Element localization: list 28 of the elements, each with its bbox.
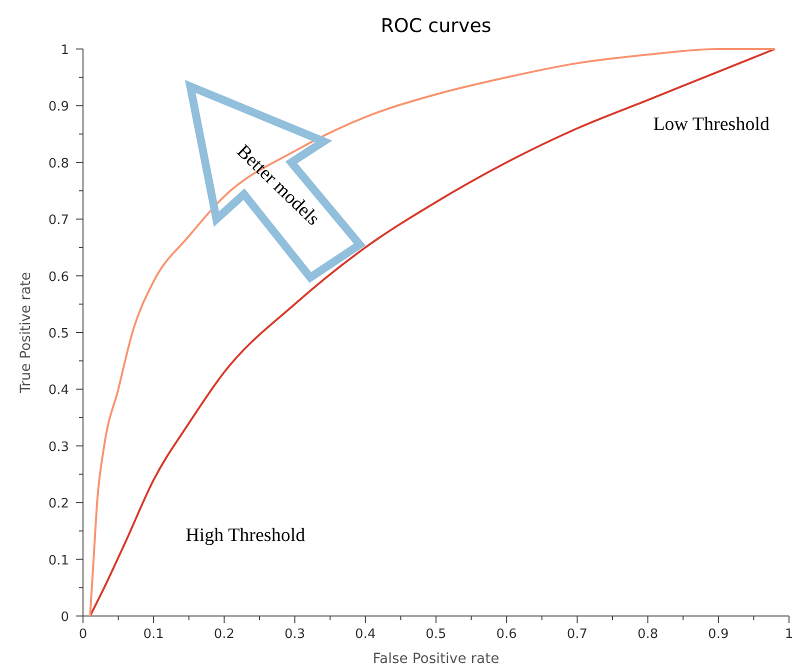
x-tick-label: 0.8 bbox=[637, 627, 658, 642]
y-tick-label: 0.7 bbox=[48, 213, 69, 228]
x-tick-label: 0 bbox=[78, 627, 88, 642]
x-tick-label: 0.2 bbox=[214, 627, 235, 642]
y-tick-label: 0.8 bbox=[48, 156, 69, 172]
y-tick-label: 0.2 bbox=[48, 496, 69, 512]
line-series bbox=[89, 48, 776, 617]
x-tick-label: 0.4 bbox=[355, 627, 376, 642]
annotation: High Threshold bbox=[186, 524, 306, 546]
x-axis-title: False Positive rate bbox=[372, 651, 500, 667]
chart-title: ROC curves bbox=[380, 15, 492, 37]
y-tick-label: 0.4 bbox=[48, 383, 69, 398]
y-tick-label: 0.1 bbox=[48, 553, 69, 568]
x-tick-label: 0.3 bbox=[284, 627, 306, 642]
y-tick-label: 0 bbox=[60, 610, 69, 625]
y-tick-label: 1 bbox=[60, 43, 69, 58]
y-tick-label: 0.6 bbox=[48, 270, 69, 285]
x-tick-label: 0.5 bbox=[426, 627, 446, 642]
annotation: Low Threshold bbox=[653, 114, 770, 135]
y-tick-label: 0.9 bbox=[48, 100, 69, 115]
y-tick-label: 0.5 bbox=[48, 326, 69, 342]
x-tick-label: 0.1 bbox=[143, 627, 164, 642]
x-tick-label: 0.9 bbox=[708, 627, 729, 642]
y-axis-title: True Positive rate bbox=[18, 272, 34, 394]
x-tick-label: 0.6 bbox=[496, 627, 517, 642]
x-tick-label: 1 bbox=[784, 627, 794, 642]
x-tick-label: 0.7 bbox=[566, 627, 588, 642]
y-tick-label: 0.3 bbox=[48, 440, 69, 455]
